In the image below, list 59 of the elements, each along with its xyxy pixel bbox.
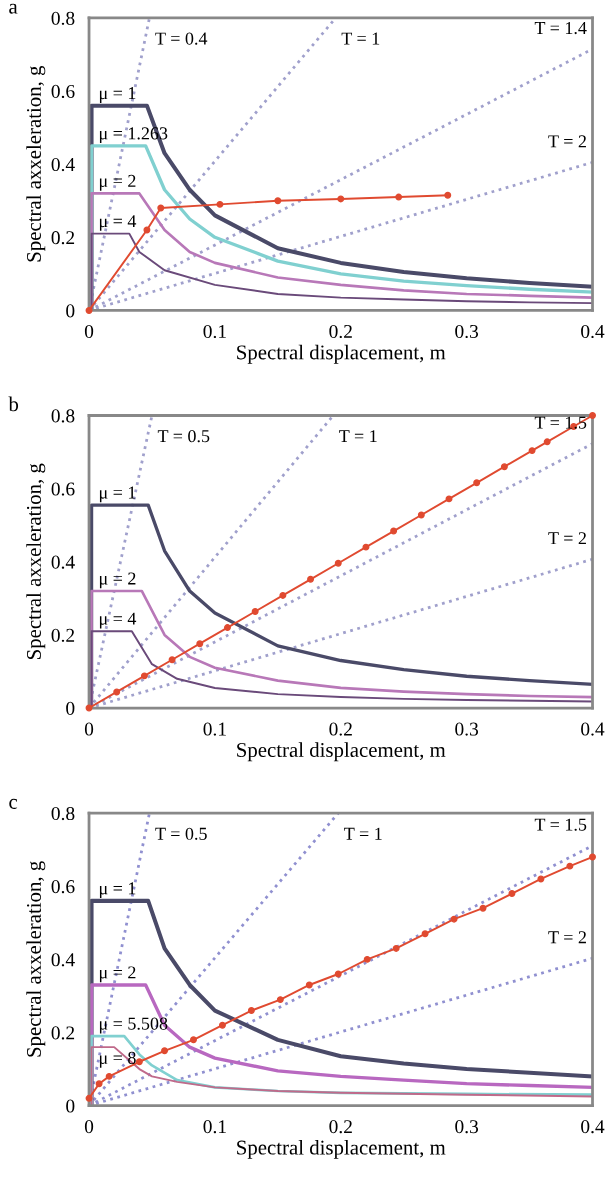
series-label: T = 1.4	[534, 21, 587, 35]
series-label: T = 0.5	[157, 430, 210, 443]
series-label: μ = 2	[99, 572, 136, 589]
series-label: μ = 4	[99, 612, 137, 629]
y-tick-label: 0.4	[51, 555, 75, 569]
y-tick-label: 0.6	[51, 84, 75, 99]
y-tick-label: 0.6	[51, 880, 75, 894]
y-tick-label: 0	[66, 701, 75, 715]
x-tick-label: 0	[84, 722, 94, 736]
y-tick-label: 0.6	[51, 482, 75, 496]
chart-title: b	[8, 396, 19, 412]
series-label: T = 2	[548, 135, 586, 148]
chart-title: c	[9, 798, 18, 809]
x-tick-label: 0.1	[203, 1120, 226, 1134]
y-axis-title: Spectral axxeleration, g	[26, 65, 46, 262]
y-tick-label: 0.8	[51, 409, 75, 423]
x-tick-label: 0.2	[329, 722, 352, 736]
x-tick-label: 0.2	[329, 324, 352, 339]
series-label: μ = 1	[99, 486, 136, 503]
y-tick-label: 0.8	[51, 806, 75, 821]
series-label: μ = 4	[99, 215, 137, 231]
series-label: T = 0.4	[155, 32, 208, 45]
y-axis-title: Spectral axxeleration, g	[26, 861, 46, 1057]
series-label: μ = 1	[99, 87, 136, 103]
x-tick-label: 0.1	[203, 722, 226, 736]
series-label: μ = 2	[99, 174, 136, 191]
y-tick-label: 0.2	[51, 628, 75, 642]
y-tick-label: 0.2	[51, 1026, 75, 1040]
x-tick-label: 0.3	[455, 324, 479, 339]
y-tick-label: 0	[66, 304, 75, 318]
x-tick-label: 0	[84, 1120, 94, 1134]
y-tick-label: 0.4	[51, 157, 75, 172]
y-axis-title: Spectral axxeleration, g	[26, 463, 46, 660]
y-tick-label: 0	[66, 1099, 75, 1113]
x-tick-label: 0.2	[329, 1120, 352, 1134]
chart-title: a	[9, 3, 18, 14]
x-tick-label: 0.4	[581, 1120, 605, 1134]
y-tick-label: 0.4	[51, 953, 75, 967]
series-label: T = 2	[548, 532, 586, 545]
series-label: T = 2	[548, 931, 586, 944]
series-label: T = 0.5	[155, 827, 207, 840]
series-label: μ = 2	[99, 966, 136, 983]
x-tick-label: 0.4	[581, 722, 605, 736]
series-label: μ = 1	[99, 882, 136, 899]
x-tick-label: 0.3	[455, 722, 479, 736]
series-label: T = 1	[341, 32, 380, 45]
y-tick-label: 0.2	[51, 231, 75, 245]
series-label: T = 1	[344, 827, 382, 840]
series-label: μ = 8	[99, 1051, 136, 1068]
y-tick-label: 0.8	[51, 11, 75, 25]
x-tick-label: 0.3	[455, 1120, 479, 1134]
x-tick-label: 0	[84, 324, 94, 339]
x-axis-title: Spectral displacement, m	[237, 344, 446, 364]
x-tick-label: 0.1	[203, 324, 226, 339]
series-label: T = 1.5	[534, 818, 587, 831]
x-tick-label: 0.4	[581, 324, 605, 339]
x-axis-title: Spectral displacement, m	[237, 742, 446, 762]
x-axis-title: Spectral displacement, m	[237, 1139, 446, 1159]
series-label: T = 1	[339, 430, 377, 443]
